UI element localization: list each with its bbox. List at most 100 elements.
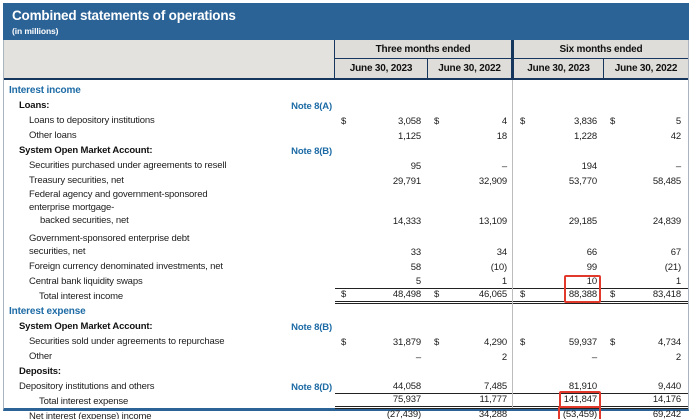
value-cell: $59,937 xyxy=(514,337,604,349)
value-cell: 95 xyxy=(335,161,428,173)
value-text: 59,937 xyxy=(568,337,597,348)
value-cell: (53,459) xyxy=(514,406,604,419)
value-text: (10) xyxy=(490,262,507,273)
report-title: Combined statements of operations xyxy=(12,8,236,23)
note-ref xyxy=(233,363,335,364)
value-cell xyxy=(335,333,428,334)
value-cell: $4 xyxy=(428,116,514,128)
value-text: 58 xyxy=(410,262,421,273)
value-cell: 13,109 xyxy=(428,216,514,228)
value-cell xyxy=(514,97,604,98)
row-label-text: Government-sponsored enterprise debt sec… xyxy=(29,233,190,257)
value-cell: 66 xyxy=(514,247,604,259)
row-label-text: Loans to depository institutions xyxy=(29,115,155,126)
row-label-text: Deposits: xyxy=(19,366,61,377)
value-cell: 1 xyxy=(428,276,514,289)
value-cell xyxy=(335,318,428,319)
value-cell: – xyxy=(514,352,604,364)
value-text: (21) xyxy=(664,262,681,273)
value-text: 29,791 xyxy=(392,176,421,187)
dollar-sign: $ xyxy=(341,289,347,300)
row-label: System Open Market Account: xyxy=(4,144,233,158)
value-text: 1 xyxy=(501,276,507,287)
table-row: System Open Market Account: Note 8(B) xyxy=(4,143,688,158)
row-label-text: Other xyxy=(29,351,53,362)
value-cell: 5 xyxy=(335,276,428,289)
value-cell: 24,839 xyxy=(604,216,688,228)
row-label-text: System Open Market Account: xyxy=(19,321,153,332)
row-label-text: Total interest income xyxy=(39,291,123,302)
row-label-text: System Open Market Account: xyxy=(19,145,153,156)
dollar-sign: $ xyxy=(341,116,347,127)
value-cell: 194 xyxy=(514,161,604,173)
value-text: 34 xyxy=(496,247,507,258)
value-cell xyxy=(514,318,604,319)
value-cell: $88,388 xyxy=(514,275,604,304)
value-cell: 11,777 xyxy=(428,394,514,409)
column-date-header: June 30, 2022 xyxy=(604,59,688,78)
value-text: 81,910 xyxy=(568,381,597,392)
value-cell xyxy=(428,318,514,319)
row-label: Loans to depository institutions xyxy=(4,114,233,128)
highlight-box xyxy=(558,391,601,408)
table-row: Other – 2 – 2 xyxy=(4,349,688,364)
value-text: 29,185 xyxy=(568,216,597,227)
value-text: – xyxy=(501,161,507,172)
value-cell: 18 xyxy=(428,131,514,143)
row-label-text: Other loans xyxy=(29,130,77,141)
header-columns: Three months ended Six months ended June… xyxy=(335,40,688,78)
value-text: 44,058 xyxy=(392,381,421,392)
value-cell: $4,290 xyxy=(428,337,514,349)
value-cell xyxy=(335,112,428,113)
value-cell: 99 xyxy=(514,262,604,274)
note-ref xyxy=(233,348,335,349)
column-date-header: June 30, 2023 xyxy=(514,59,604,78)
column-group-row: Three months ended Six months ended xyxy=(335,40,688,59)
table-row: Loans: Note 8(A) xyxy=(4,98,688,113)
note-ref xyxy=(233,258,335,259)
table-row: Deposits: xyxy=(4,364,688,379)
value-text: 14,176 xyxy=(652,394,681,405)
note-ref xyxy=(233,97,335,98)
row-label-text: Foreign currency denominated investments… xyxy=(29,261,223,272)
value-text: – xyxy=(415,352,421,363)
value-text: 141,847 xyxy=(558,391,601,408)
row-label-text: Depository institutions and others xyxy=(19,381,155,392)
value-cell: 29,185 xyxy=(514,216,604,228)
value-text: (53,459) xyxy=(557,406,601,419)
value-cell: (21) xyxy=(604,262,688,274)
value-cell xyxy=(335,378,428,379)
value-cell: 1 xyxy=(604,276,688,289)
row-label: Securities sold under agreements to repu… xyxy=(4,335,233,349)
note-ref xyxy=(233,318,335,319)
table-row: System Open Market Account: Note 8(B) xyxy=(4,319,688,334)
value-cell: $83,418 xyxy=(604,289,688,304)
dollar-sign: $ xyxy=(520,289,526,300)
row-label-text: Loans: xyxy=(19,100,50,111)
value-text: 48,498 xyxy=(392,289,421,300)
value-cell: 1,228 xyxy=(514,131,604,143)
value-text: 58,485 xyxy=(652,176,681,187)
table-row: Depository institutions and others Note 8… xyxy=(4,379,688,394)
dollar-sign: $ xyxy=(610,116,616,127)
value-text: 4,290 xyxy=(483,337,507,348)
row-label: Loans: xyxy=(4,99,233,113)
value-text: 95 xyxy=(410,161,421,172)
value-cell xyxy=(335,157,428,158)
value-text: 67 xyxy=(670,247,681,258)
value-text: 5 xyxy=(415,276,421,287)
value-text: 1,125 xyxy=(397,131,421,142)
note-ref xyxy=(233,172,335,173)
note-ref xyxy=(233,127,335,128)
row-label-text: Securities sold under agreements to repu… xyxy=(29,336,225,347)
row-label-text: Net interest (expense) income xyxy=(29,411,152,419)
value-text: 31,879 xyxy=(392,337,421,348)
value-cell xyxy=(428,112,514,113)
table-row: Other loans 1,125 18 1,228 42 xyxy=(4,128,688,143)
value-cell: – xyxy=(604,161,688,173)
value-cell: 58,485 xyxy=(604,176,688,188)
value-cell: (10) xyxy=(428,262,514,274)
note-ref: Note 8(B) xyxy=(291,146,332,157)
column-group-six-months: Six months ended xyxy=(514,40,688,58)
value-text: 194 xyxy=(581,161,598,172)
